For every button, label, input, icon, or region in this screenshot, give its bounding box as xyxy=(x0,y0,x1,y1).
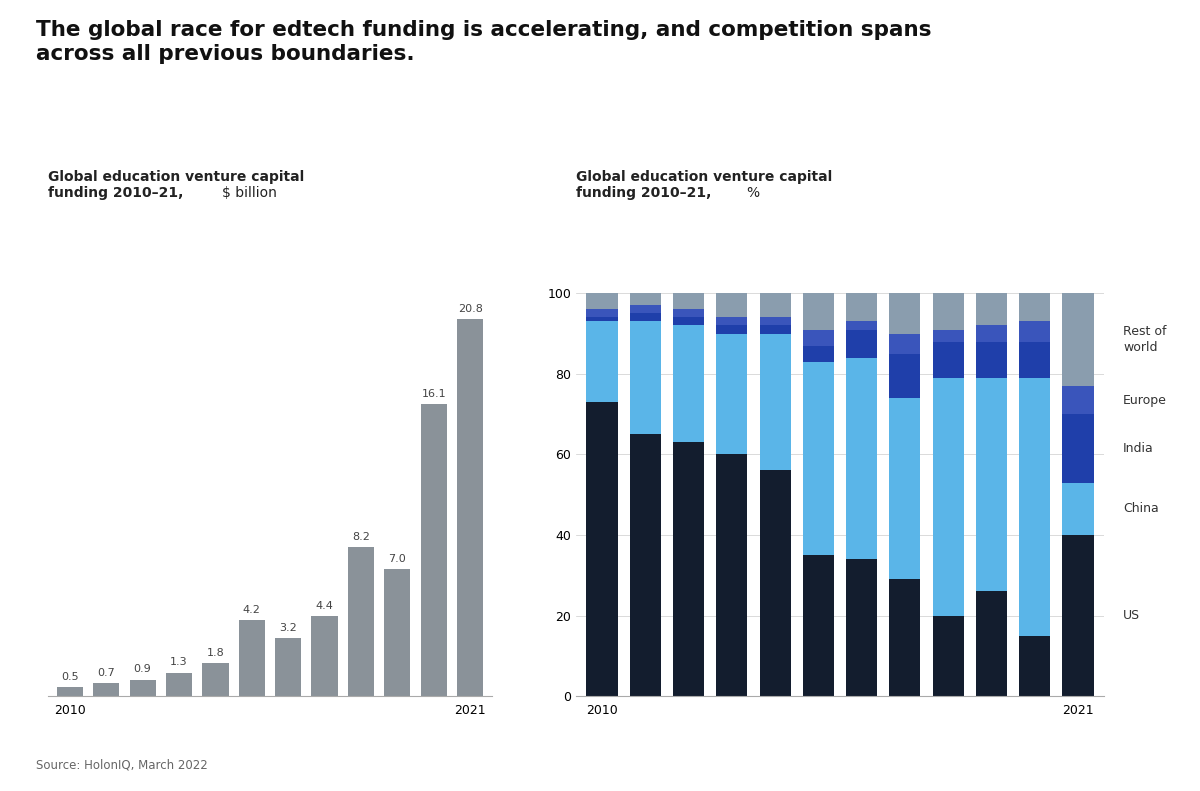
Bar xyxy=(716,317,748,325)
Text: 4.2: 4.2 xyxy=(242,604,260,615)
Text: funding 2010–21,: funding 2010–21, xyxy=(48,186,184,200)
Bar xyxy=(760,334,791,471)
Bar xyxy=(716,454,748,696)
Bar xyxy=(94,683,119,696)
Bar xyxy=(803,293,834,330)
Bar xyxy=(803,361,834,555)
Bar xyxy=(587,309,618,317)
Bar xyxy=(587,321,618,402)
Text: India: India xyxy=(1123,442,1154,455)
Text: 3.2: 3.2 xyxy=(280,623,298,633)
Bar xyxy=(846,559,877,696)
Bar xyxy=(130,679,156,696)
Bar xyxy=(889,579,920,696)
Text: Global education venture capital: Global education venture capital xyxy=(48,170,305,184)
Text: 7.0: 7.0 xyxy=(389,554,407,564)
Bar xyxy=(239,620,265,696)
Bar xyxy=(630,293,661,305)
Bar xyxy=(630,313,661,321)
Bar xyxy=(384,570,410,696)
Bar xyxy=(760,325,791,334)
Bar xyxy=(889,398,920,579)
Text: 8.2: 8.2 xyxy=(352,532,370,542)
Bar xyxy=(1019,321,1050,342)
Bar xyxy=(976,378,1007,592)
Bar xyxy=(803,330,834,346)
Bar xyxy=(587,293,618,309)
Bar xyxy=(889,354,920,398)
Bar xyxy=(846,358,877,559)
Bar xyxy=(630,321,661,434)
Text: US: US xyxy=(1123,609,1140,622)
Text: China: China xyxy=(1123,502,1159,515)
Bar xyxy=(889,293,920,334)
Bar xyxy=(760,471,791,696)
Bar xyxy=(716,293,748,317)
Bar xyxy=(673,309,704,317)
Bar xyxy=(1019,378,1050,636)
Bar xyxy=(457,319,484,696)
Text: $ billion: $ billion xyxy=(222,186,277,200)
Bar xyxy=(673,317,704,325)
Bar xyxy=(1062,414,1093,483)
Text: 1.8: 1.8 xyxy=(206,648,224,658)
Bar xyxy=(673,442,704,696)
Bar xyxy=(932,330,964,342)
Text: Europe: Europe xyxy=(1123,393,1168,407)
Text: The global race for edtech funding is accelerating, and competition spans
across: The global race for edtech funding is ac… xyxy=(36,20,931,64)
Bar xyxy=(1062,483,1093,535)
Bar xyxy=(803,555,834,696)
Bar xyxy=(1019,342,1050,378)
Bar xyxy=(587,402,618,696)
Text: Source: HolonIQ, March 2022: Source: HolonIQ, March 2022 xyxy=(36,759,208,771)
Bar xyxy=(976,325,1007,342)
Bar xyxy=(932,342,964,378)
Text: 0.5: 0.5 xyxy=(61,672,79,682)
Bar xyxy=(348,547,374,696)
Bar xyxy=(56,687,83,696)
Bar xyxy=(716,325,748,334)
Bar xyxy=(673,325,704,442)
Bar xyxy=(932,293,964,330)
Bar xyxy=(976,293,1007,325)
Bar xyxy=(976,342,1007,378)
Text: Rest of
world: Rest of world xyxy=(1123,325,1166,354)
Bar xyxy=(846,293,877,321)
Text: 20.8: 20.8 xyxy=(457,304,482,313)
Bar xyxy=(587,317,618,321)
Bar xyxy=(932,615,964,696)
Text: 16.1: 16.1 xyxy=(421,389,446,399)
Text: Global education venture capital: Global education venture capital xyxy=(576,170,833,184)
Bar xyxy=(976,592,1007,696)
Bar xyxy=(203,664,228,696)
Text: 1.3: 1.3 xyxy=(170,657,188,667)
Bar xyxy=(421,404,446,696)
Bar xyxy=(630,434,661,696)
Bar xyxy=(1062,293,1093,386)
Bar xyxy=(673,293,704,309)
Bar xyxy=(889,334,920,354)
Bar xyxy=(1062,535,1093,696)
Text: 4.4: 4.4 xyxy=(316,601,334,611)
Bar xyxy=(803,346,834,361)
Bar xyxy=(716,334,748,454)
Text: 0.7: 0.7 xyxy=(97,668,115,678)
Bar xyxy=(166,672,192,696)
Bar xyxy=(1019,293,1050,321)
Text: %: % xyxy=(746,186,760,200)
Bar xyxy=(275,638,301,696)
Bar xyxy=(312,616,337,696)
Bar xyxy=(630,305,661,313)
Bar xyxy=(1062,386,1093,414)
Bar xyxy=(760,317,791,325)
Bar xyxy=(760,293,791,317)
Bar xyxy=(932,378,964,615)
Text: funding 2010–21,: funding 2010–21, xyxy=(576,186,712,200)
Text: 0.9: 0.9 xyxy=(133,664,151,674)
Bar xyxy=(846,321,877,330)
Bar xyxy=(846,330,877,358)
Bar xyxy=(1019,636,1050,696)
